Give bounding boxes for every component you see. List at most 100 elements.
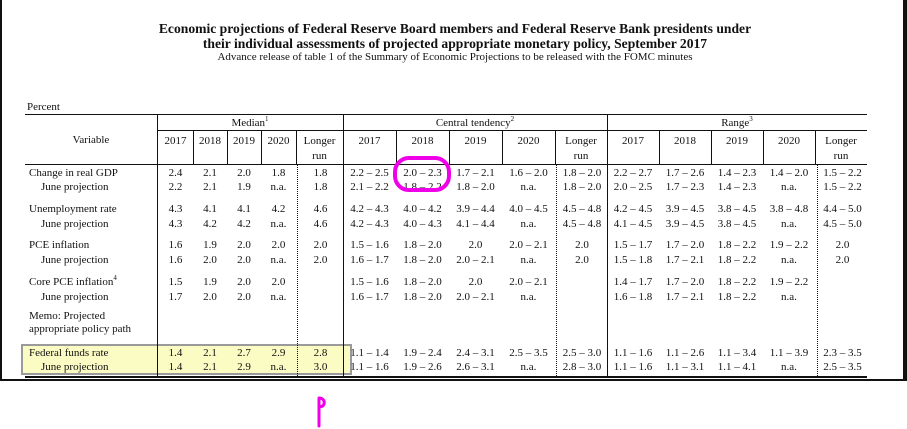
median-value-cell: 2.1: [203, 167, 217, 179]
range-value-cell: n.a.: [781, 254, 797, 266]
central-value-cell: 1.8 – 2.0: [562, 167, 602, 179]
central-year-divider: [396, 130, 397, 164]
central-year-header: 2017: [358, 135, 381, 147]
range-year-divider: [659, 130, 660, 164]
central-value-cell: 2.2 – 2.5: [350, 167, 389, 179]
unit-label: Percent: [27, 101, 60, 113]
median-value-cell: 4.6: [313, 218, 328, 230]
median-value-cell: 2.4: [168, 167, 183, 179]
range-value-cell: 1.7 – 2.0: [665, 276, 705, 288]
variable-label: Core PCE inflation4: [29, 274, 117, 289]
median-value-cell: 1.9: [203, 276, 217, 288]
range-longer-run-header: run: [833, 150, 849, 162]
median-value-cell: 4.2: [271, 203, 286, 215]
median-value-cell: 2.0: [237, 291, 251, 303]
central-value-cell: 2.0: [575, 239, 589, 251]
document-title-line-1: Economic projections of Federal Reserve …: [158, 21, 752, 36]
median-value-cell: 2.0: [271, 239, 286, 251]
range-value-cell: 3.8 – 4.5: [717, 218, 757, 230]
range-year-header: 2020: [778, 135, 800, 147]
median-value-cell: 1.6: [168, 254, 183, 266]
central-value-cell: 4.0 – 4.3: [403, 218, 442, 230]
range-value-cell: 1.5 – 1.8: [613, 254, 653, 266]
june-projection-label: June projection: [41, 291, 109, 303]
document-subtitle: Advance release of table 1 of the Summar…: [217, 51, 693, 63]
range-value-cell: 1.4 – 2.3: [717, 167, 757, 179]
central-year-divider: [449, 130, 450, 164]
median-value-cell: n.a.: [270, 361, 287, 373]
page-frame-right: [903, 0, 907, 381]
range-year-divider: [763, 130, 764, 164]
median-value-cell: 2.1: [203, 361, 217, 373]
median-year-header: 2018: [199, 135, 221, 147]
central-value-cell: n.a.: [520, 218, 537, 230]
range-year-header: 2019: [726, 135, 748, 147]
range-year-header: Longer: [825, 135, 857, 147]
range-year-divider: [815, 130, 816, 164]
median-value-cell: 4.6: [313, 203, 328, 215]
median-value-cell: 4.1: [203, 203, 217, 215]
median-value-cell: 2.8: [313, 347, 328, 359]
central-value-cell: 2.5 – 3.5: [509, 347, 548, 359]
median-value-cell: 2.1: [203, 181, 217, 193]
range-value-cell: 1.9 – 2.2: [769, 239, 809, 251]
median-value-cell: 2.0: [203, 254, 217, 266]
central-value-cell: 1.8 – 2.0: [403, 276, 442, 288]
central-value-cell: 4.2 – 4.3: [350, 218, 389, 230]
central-year-divider: [555, 130, 556, 164]
annotation-circle: [393, 156, 451, 192]
central-year-header: 2019: [464, 135, 487, 147]
median-value-cell: 4.1: [237, 203, 251, 215]
median-longer-run-header: run: [312, 150, 327, 162]
central-longer-run-header: run: [573, 150, 589, 162]
range-value-cell: 1.1 – 3.4: [717, 347, 757, 359]
range-value-cell: n.a.: [781, 181, 797, 193]
range-value-cell: 1.8 – 2.2: [717, 276, 757, 288]
central-value-cell: 2.6 – 3.1: [456, 361, 495, 373]
central-value-cell: 2.0: [468, 276, 483, 288]
variable-label: Change in real GDP: [29, 167, 118, 179]
central-column-rule: [607, 114, 608, 377]
range-value-cell: 1.8 – 2.2: [717, 254, 757, 266]
central-value-cell: 2.0 – 2.1: [456, 254, 495, 266]
median-value-cell: n.a.: [270, 291, 287, 303]
central-value-cell: n.a.: [520, 181, 537, 193]
range-value-cell: n.a.: [781, 291, 797, 303]
median-year-header: 2020: [267, 135, 290, 147]
central-value-cell: 1.5 – 1.6: [350, 239, 389, 251]
range-value-cell: 1.1 – 2.6: [665, 347, 705, 359]
median-value-cell: 1.9: [237, 181, 251, 193]
median-value-cell: 2.9: [237, 361, 251, 373]
central-value-cell: 1.8 – 2.0: [403, 254, 442, 266]
median-header-rule: [157, 130, 343, 131]
range-value-cell: 1.4 – 2.0: [769, 167, 809, 179]
handwritten-mark-icon: [317, 396, 326, 428]
june-projection-label: June projection: [41, 218, 109, 230]
central-value-cell: 1.8 – 2.0: [562, 181, 602, 193]
median-group-header: Median1: [231, 115, 269, 130]
median-value-cell: 4.3: [168, 203, 183, 215]
june-projection-label: June projection: [41, 361, 109, 373]
median-value-cell: 2.2: [168, 181, 183, 193]
median-year-divider: [227, 130, 228, 164]
variable-label: Unemployment rate: [29, 203, 117, 215]
median-value-cell: 1.6: [168, 239, 183, 251]
central-value-cell: 4.2 – 4.3: [350, 203, 389, 215]
median-value-cell: 2.0: [313, 254, 328, 266]
median-value-cell: n.a.: [270, 254, 287, 266]
memo-label-line-1: Memo: Projected: [29, 310, 106, 322]
median-value-cell: 4.2: [237, 218, 251, 230]
range-value-cell: 1.1 – 1.6: [613, 361, 653, 373]
central-year-divider: [502, 130, 503, 164]
median-value-cell: 2.0: [237, 276, 251, 288]
range-value-cell: 1.7 – 2.6: [665, 167, 705, 179]
range-value-cell: 1.6 – 1.8: [613, 291, 653, 303]
central-value-cell: 4.5 – 4.8: [562, 218, 602, 230]
central-value-cell: 2.8 – 3.0: [562, 361, 602, 373]
range-year-divider: [711, 130, 712, 164]
range-value-cell: 1.8 – 2.2: [717, 291, 757, 303]
june-projection-label: June projection: [41, 181, 109, 193]
range-header-rule: [607, 130, 867, 131]
central-value-cell: n.a.: [520, 254, 537, 266]
range-value-cell: 1.1 – 3.1: [665, 361, 705, 373]
